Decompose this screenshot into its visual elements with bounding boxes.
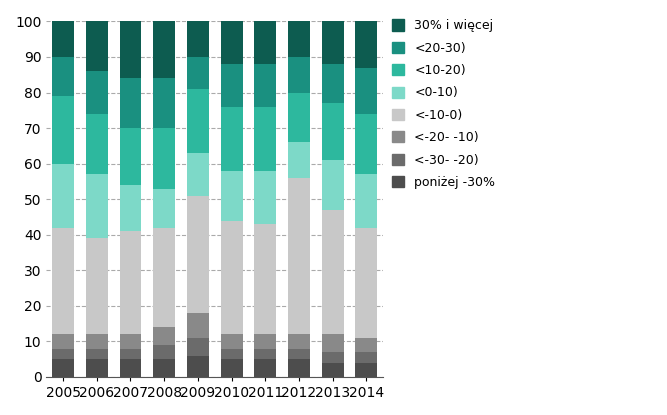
Bar xyxy=(356,363,378,377)
Bar xyxy=(321,22,344,64)
Bar xyxy=(187,153,209,195)
Bar xyxy=(221,349,243,359)
Bar xyxy=(153,345,175,359)
Bar xyxy=(321,64,344,103)
Bar xyxy=(153,128,175,188)
Bar xyxy=(86,359,108,377)
Bar xyxy=(52,57,74,96)
Bar xyxy=(187,356,209,377)
Bar xyxy=(221,64,243,107)
Bar xyxy=(356,22,378,68)
Bar xyxy=(52,228,74,334)
Bar xyxy=(288,178,310,334)
Bar xyxy=(187,313,209,338)
Bar xyxy=(119,349,141,359)
Bar xyxy=(153,228,175,327)
Bar xyxy=(187,22,209,57)
Bar xyxy=(321,352,344,363)
Bar xyxy=(356,68,378,114)
Bar xyxy=(321,210,344,334)
Bar xyxy=(288,359,310,377)
Bar xyxy=(187,89,209,153)
Bar xyxy=(288,57,310,93)
Bar xyxy=(52,349,74,359)
Bar xyxy=(288,93,310,142)
Bar xyxy=(187,195,209,313)
Bar xyxy=(356,352,378,363)
Bar xyxy=(221,359,243,377)
Bar xyxy=(221,220,243,334)
Bar xyxy=(221,107,243,171)
Bar xyxy=(52,359,74,377)
Bar xyxy=(254,64,276,107)
Bar xyxy=(254,224,276,334)
Bar xyxy=(321,334,344,352)
Bar xyxy=(119,22,141,78)
Bar xyxy=(254,107,276,171)
Bar xyxy=(254,22,276,64)
Bar xyxy=(288,22,310,57)
Bar xyxy=(187,338,209,356)
Bar xyxy=(86,174,108,238)
Bar xyxy=(254,359,276,377)
Legend: 30% i więcej, <20-30), <10-20), <0-10), <-10-0), <-20- -10), <-30- -20), poniżej: 30% i więcej, <20-30), <10-20), <0-10), … xyxy=(387,14,500,194)
Bar xyxy=(153,359,175,377)
Bar xyxy=(119,185,141,231)
Bar xyxy=(221,171,243,220)
Bar xyxy=(254,349,276,359)
Bar xyxy=(288,349,310,359)
Bar xyxy=(52,96,74,164)
Bar xyxy=(52,22,74,57)
Bar xyxy=(321,160,344,210)
Bar xyxy=(288,334,310,349)
Bar xyxy=(86,114,108,174)
Bar xyxy=(119,359,141,377)
Bar xyxy=(356,228,378,338)
Bar xyxy=(153,78,175,128)
Bar xyxy=(86,238,108,334)
Bar xyxy=(153,188,175,228)
Bar xyxy=(221,334,243,349)
Bar xyxy=(221,22,243,64)
Bar xyxy=(86,334,108,349)
Bar xyxy=(119,231,141,334)
Bar xyxy=(119,128,141,185)
Bar xyxy=(86,22,108,71)
Bar xyxy=(356,338,378,352)
Bar xyxy=(52,334,74,349)
Bar xyxy=(86,349,108,359)
Bar xyxy=(356,114,378,174)
Bar xyxy=(254,171,276,224)
Bar xyxy=(288,142,310,178)
Bar xyxy=(321,363,344,377)
Bar xyxy=(153,327,175,345)
Bar xyxy=(153,22,175,78)
Bar xyxy=(119,334,141,349)
Bar xyxy=(52,164,74,228)
Bar xyxy=(187,57,209,89)
Bar xyxy=(86,71,108,114)
Bar xyxy=(119,78,141,128)
Bar xyxy=(321,103,344,160)
Bar xyxy=(356,174,378,228)
Bar xyxy=(254,334,276,349)
